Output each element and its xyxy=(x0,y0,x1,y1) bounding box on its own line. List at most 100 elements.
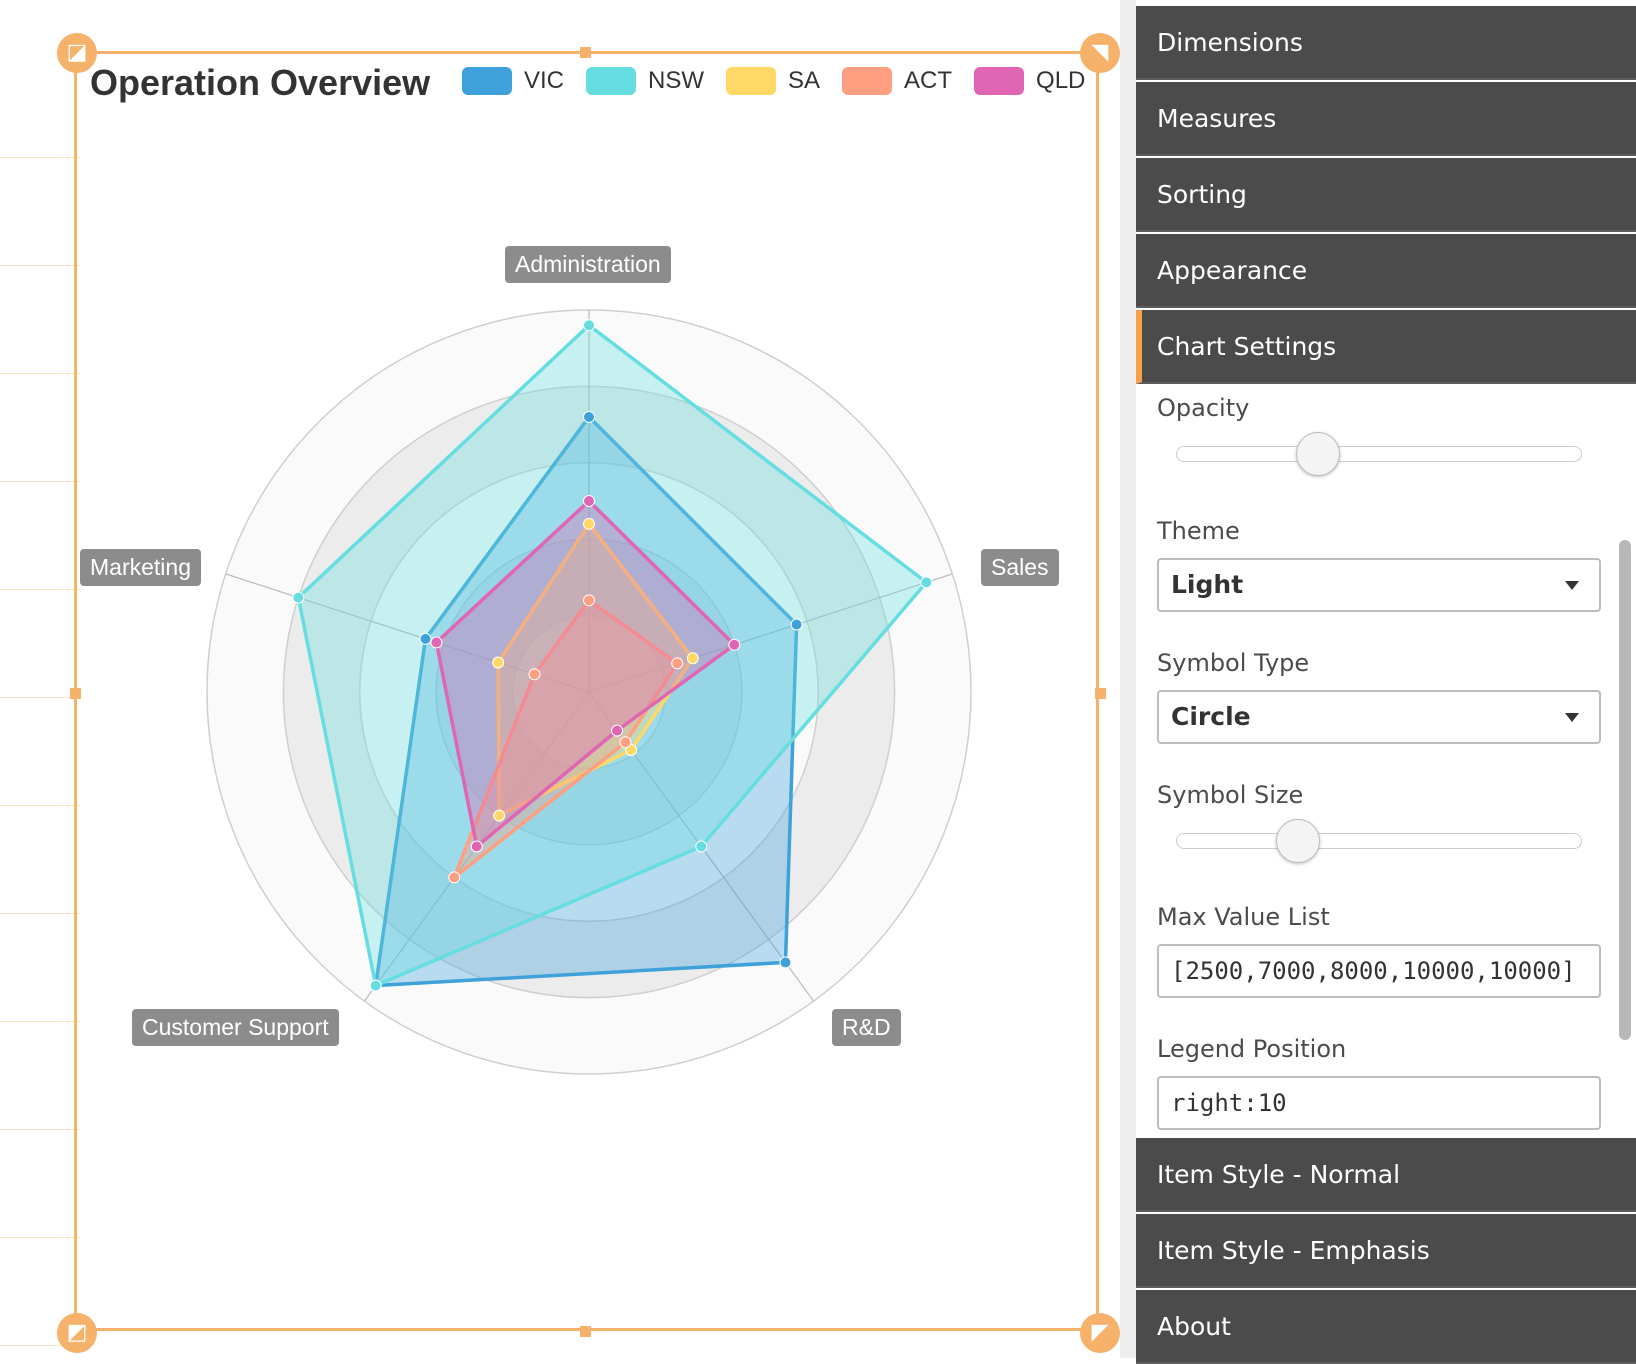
symbol-size-slider[interactable] xyxy=(1176,833,1582,849)
axis-label-sales: Sales xyxy=(981,549,1059,586)
chevron-down-icon xyxy=(1565,713,1579,722)
max-value-list-input[interactable] xyxy=(1157,944,1601,998)
data-point-sa xyxy=(583,517,595,530)
resize-handle-bottom-left-icon[interactable]: ◩ xyxy=(57,1313,97,1353)
legend-label: ACT xyxy=(904,67,953,94)
section-measures[interactable]: Measures xyxy=(1136,82,1636,156)
data-point-nsw xyxy=(695,840,708,853)
axis-label-administration: Administration xyxy=(505,246,671,283)
radar-axis-line xyxy=(588,573,953,693)
grid-line xyxy=(0,1129,80,1130)
grid-line xyxy=(0,265,80,266)
symbol-size-label: Symbol Size xyxy=(1157,781,1304,809)
data-point-sa xyxy=(492,656,505,669)
radar-axis-line xyxy=(225,573,590,693)
series-area-act xyxy=(452,598,679,880)
legend-label: SA xyxy=(788,67,821,94)
data-point-qld xyxy=(470,840,483,853)
radar-chart xyxy=(206,309,972,1075)
data-point-qld xyxy=(430,636,443,649)
properties-panel: Dimensions Measures Sorting Appearance C… xyxy=(1136,0,1636,1364)
section-about[interactable]: About xyxy=(1136,1290,1636,1364)
data-point-sa xyxy=(686,652,699,665)
background-grid xyxy=(0,0,80,1358)
resize-handle-top-right-icon[interactable]: ◥ xyxy=(1080,33,1120,73)
legend-label: VIC xyxy=(524,67,565,94)
grid-line xyxy=(0,373,80,374)
legend-item-sa[interactable]: SA xyxy=(726,67,820,95)
section-item-style-normal[interactable]: Item Style - Normal xyxy=(1136,1138,1636,1212)
series-area-sa xyxy=(496,522,695,818)
legend-item-qld[interactable]: QLD xyxy=(974,67,1085,95)
legend-swatch xyxy=(586,67,637,95)
data-point-act xyxy=(528,668,541,681)
data-point-nsw xyxy=(920,576,933,589)
data-point-sa xyxy=(493,809,506,822)
data-point-qld xyxy=(728,638,741,651)
data-point-nsw xyxy=(583,319,595,332)
panel-scrollbar[interactable] xyxy=(1619,540,1631,1040)
grid-line xyxy=(0,589,80,590)
legend-item-vic[interactable]: VIC xyxy=(462,67,564,95)
section-sorting[interactable]: Sorting xyxy=(1136,158,1636,232)
section-chart-settings[interactable]: Chart Settings xyxy=(1136,310,1636,384)
resize-handle-left[interactable] xyxy=(70,688,81,699)
axis-label-marketing: Marketing xyxy=(80,549,201,586)
resize-handle-bottom[interactable] xyxy=(580,1326,591,1337)
opacity-slider[interactable] xyxy=(1176,446,1582,462)
chart-canvas[interactable]: ◪ ◥ ◩ ◤ Operation Overview VIC NSW SA ACT QL… xyxy=(0,0,1120,1358)
legend-swatch xyxy=(462,67,512,95)
symbol-type-label: Symbol Type xyxy=(1157,649,1310,677)
panel-divider xyxy=(1120,0,1136,1358)
data-point-act xyxy=(671,657,684,670)
grid-line xyxy=(0,1021,80,1022)
legend-position-label: Legend Position xyxy=(1157,1035,1347,1063)
legend-swatch xyxy=(974,67,1025,95)
symbol-size-slider-thumb[interactable] xyxy=(1276,819,1321,863)
grid-line xyxy=(0,805,80,806)
grid-line xyxy=(0,481,80,482)
data-point-act xyxy=(583,594,595,607)
series-area-nsw xyxy=(296,323,929,988)
legend-swatch xyxy=(842,67,893,95)
chart-title: Operation Overview xyxy=(90,62,431,103)
resize-handle-top[interactable] xyxy=(580,47,591,58)
legend-label: NSW xyxy=(648,67,705,94)
legend-swatch xyxy=(726,67,777,95)
symbol-type-select[interactable]: Circle xyxy=(1157,690,1601,744)
data-point-vic xyxy=(790,618,803,631)
resize-handle-bottom-right-icon[interactable]: ◤ xyxy=(1080,1313,1120,1353)
data-point-act xyxy=(448,871,461,884)
data-point-vic xyxy=(779,956,792,969)
theme-select[interactable]: Light xyxy=(1157,558,1601,612)
symbol-type-select-value: Circle xyxy=(1171,702,1251,731)
data-point-qld xyxy=(611,724,624,737)
legend-item-act[interactable]: ACT xyxy=(842,67,952,95)
grid-line xyxy=(0,157,80,158)
grid-line xyxy=(0,1345,80,1346)
data-point-qld xyxy=(583,495,595,507)
legend-position-input[interactable] xyxy=(1157,1076,1601,1130)
data-point-nsw xyxy=(369,979,382,992)
data-point-vic xyxy=(419,632,432,645)
theme-label: Theme xyxy=(1157,517,1240,545)
data-point-act xyxy=(619,736,632,749)
max-value-list-label: Max Value List xyxy=(1157,903,1330,931)
resize-handle-top-left-icon[interactable]: ◪ xyxy=(57,33,97,73)
section-dimensions[interactable]: Dimensions xyxy=(1136,6,1636,80)
axis-label-rd: R&D xyxy=(832,1009,901,1046)
data-point-nsw xyxy=(292,591,305,604)
grid-line xyxy=(0,913,80,914)
series-area-qld xyxy=(434,499,737,849)
grid-line xyxy=(0,1237,80,1238)
section-appearance[interactable]: Appearance xyxy=(1136,234,1636,308)
theme-select-value: Light xyxy=(1171,570,1244,599)
legend-item-nsw[interactable]: NSW xyxy=(586,67,704,95)
opacity-slider-thumb[interactable] xyxy=(1296,432,1341,476)
grid-line xyxy=(0,697,80,698)
opacity-label: Opacity xyxy=(1157,394,1250,422)
axis-label-customer-support: Customer Support xyxy=(132,1009,339,1046)
section-item-style-emphasis[interactable]: Item Style - Emphasis xyxy=(1136,1214,1636,1288)
legend-label: QLD xyxy=(1036,67,1086,94)
resize-handle-right[interactable] xyxy=(1095,688,1106,699)
